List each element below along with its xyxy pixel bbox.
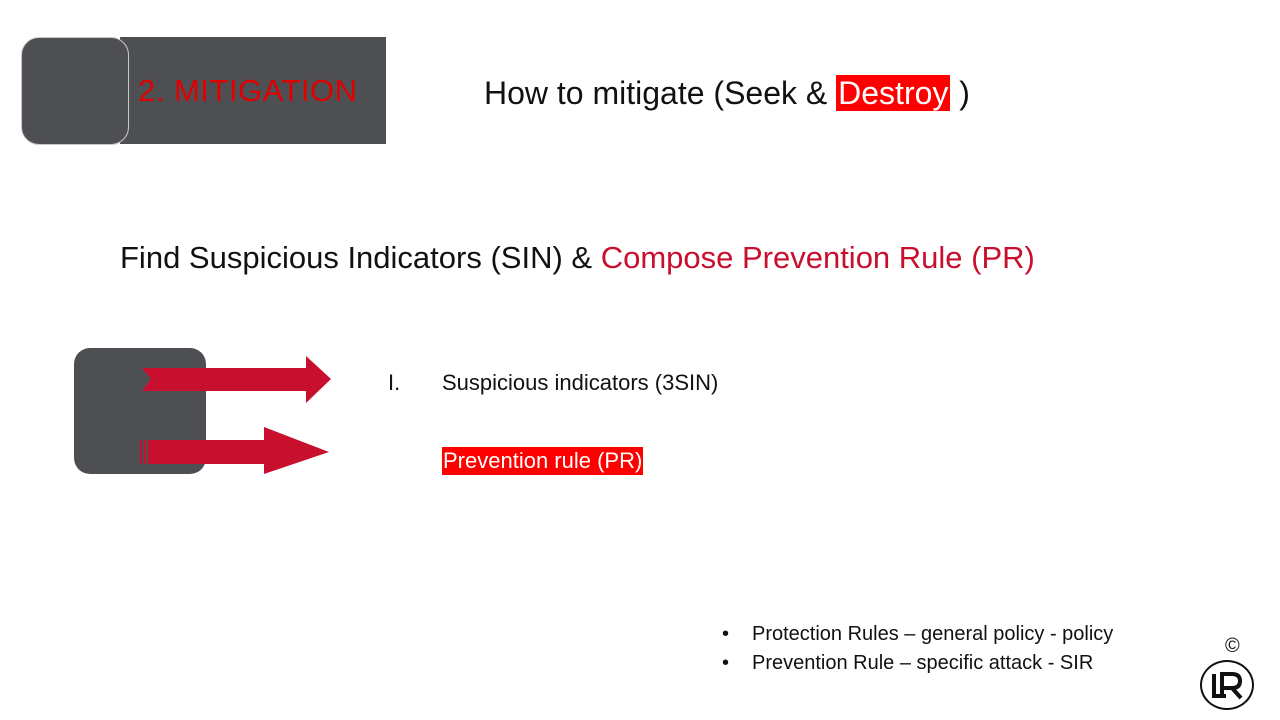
section-header-bar — [120, 37, 386, 144]
arrow-diagram — [74, 348, 334, 478]
right-arrow-icon — [140, 427, 329, 474]
bullet: • — [722, 623, 730, 645]
lr-logo-mark — [1212, 672, 1243, 700]
slide-subtitle: Find Suspicious Indicators (SIN) & Compo… — [120, 237, 1035, 279]
copyright-symbol: © — [1225, 635, 1240, 657]
section-header-tab — [21, 37, 129, 145]
lr-logo-icon — [1200, 660, 1254, 710]
title-highlight: Destroy — [836, 75, 951, 111]
subtitle-accent: Compose Prevention Rule (PR) — [600, 240, 1035, 275]
note-text: Protection Rules – general policy - poli… — [752, 623, 1114, 645]
right-arrow-icon — [142, 356, 331, 403]
list-item: • Protection Rules – general policy - po… — [722, 620, 1113, 649]
bullet: • — [722, 652, 730, 674]
list-item: • Prevention Rule – specific attack - SI… — [722, 649, 1113, 678]
notes-list: • Protection Rules – general policy - po… — [722, 620, 1113, 678]
list-item-marker: I. — [388, 370, 401, 395]
list-item-suspicious-indicators: Suspicious indicators (3SIN) — [442, 370, 719, 395]
title-prefix: How to mitigate (Seek & — [484, 75, 837, 111]
section-header: 2. MITIGATION — [20, 37, 386, 145]
section-header-label: 2. MITIGATION — [138, 73, 358, 108]
subtitle-prefix: Find Suspicious Indicators (SIN) & — [120, 240, 601, 275]
list-item-prevention-rule: Prevention rule (PR) — [442, 447, 644, 475]
title-suffix: ) — [950, 75, 970, 111]
arrows-graphic — [140, 356, 331, 474]
note-text: Prevention Rule – specific attack - SIR — [752, 652, 1094, 674]
slide-title: How to mitigate (Seek & Destroy ) — [484, 72, 970, 114]
